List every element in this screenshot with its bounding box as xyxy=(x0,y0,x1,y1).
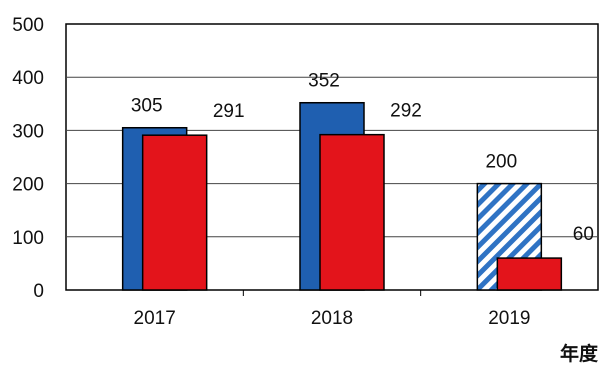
data-label-series-2-2018: 292 xyxy=(390,101,422,122)
x-tick-label: 2019 xyxy=(488,308,530,329)
data-label-series-1-2019: 200 xyxy=(485,152,517,173)
y-tick-label: 500 xyxy=(12,15,44,36)
x-tick-label: 2018 xyxy=(311,308,353,329)
y-tick-label: 200 xyxy=(12,175,44,196)
data-labels: 305 291 352 292 200 60 xyxy=(131,71,594,245)
data-label-series-2-2019: 60 xyxy=(573,224,594,245)
data-label-series-1-2017: 305 xyxy=(131,96,163,117)
x-tick-label: 2017 xyxy=(134,308,176,329)
data-label-series-2-2017: 291 xyxy=(213,101,245,122)
y-tick-label: 100 xyxy=(12,228,44,249)
x-axis-unit-label: 年度 xyxy=(560,342,599,365)
y-axis-ticks: 0 100 200 300 400 500 xyxy=(12,15,44,302)
y-tick-label: 0 xyxy=(33,281,44,302)
x-axis-ticks: 2017 2018 2019 xyxy=(134,308,531,329)
bar-series-2-2019 xyxy=(496,257,563,291)
bar-series-2-2017 xyxy=(141,134,208,291)
y-tick-label: 300 xyxy=(12,121,44,142)
data-label-series-1-2018: 352 xyxy=(308,71,340,92)
bars xyxy=(121,101,563,291)
bar-series-2-2018 xyxy=(319,133,385,291)
y-tick-label: 400 xyxy=(12,68,44,89)
